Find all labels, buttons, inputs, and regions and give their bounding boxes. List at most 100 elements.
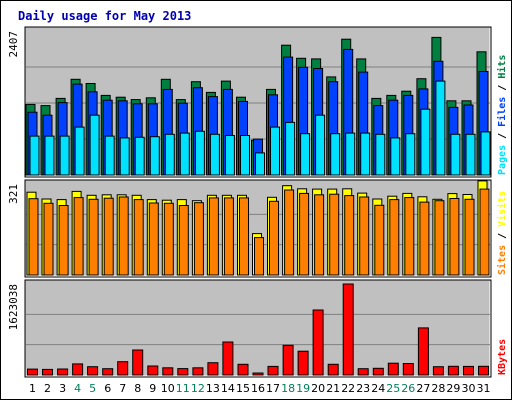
- bar-pages-day-30: [465, 133, 476, 176]
- bar-sites-day-2: [43, 202, 54, 276]
- bar-sites-day-20: [314, 194, 325, 276]
- bar-kbytes-day-23: [357, 368, 369, 376]
- bar-kbytes-day-17: [267, 365, 279, 376]
- panel-visits: 321 Sites / Visits: [7, 179, 508, 278]
- legend-entry: /: [497, 227, 508, 245]
- bar-sites-day-10: [163, 202, 174, 276]
- bar-sites-day-17: [269, 200, 279, 276]
- x-tick-label-12: 12: [191, 382, 205, 395]
- bar-sites-day-6: [103, 197, 114, 276]
- chart-panels: 2407 Pages / Files / Hits 321 Sites / Visit…: [7, 26, 508, 378]
- bar-pages-day-21: [330, 133, 341, 176]
- x-tick-label-14: 14: [221, 382, 235, 395]
- bar-kbytes-day-30: [463, 365, 474, 376]
- legend-entry: Hits: [496, 55, 508, 79]
- bar-kbytes-day-16: [252, 372, 264, 376]
- x-tick-label-2: 2: [44, 382, 51, 395]
- bar-sites-day-22: [344, 195, 355, 276]
- bar-pages-day-10: [164, 133, 175, 176]
- bar-sites-day-28: [434, 200, 445, 276]
- bar-pages-day-27: [420, 108, 431, 176]
- y-max-label: 1623038: [7, 284, 20, 330]
- bar-pages-day-6: [104, 135, 115, 176]
- bar-kbytes-day-10: [162, 367, 174, 376]
- x-tick-label-5: 5: [89, 382, 96, 395]
- bar-kbytes-day-6: [102, 368, 114, 376]
- bar-pages-day-18: [285, 121, 296, 176]
- bar-pages-day-16: [255, 152, 265, 176]
- bar-sites-day-14: [223, 197, 234, 276]
- legend-entry: Sites: [496, 245, 508, 275]
- bar-sites-day-13: [208, 197, 219, 276]
- legend-entry: Files: [496, 97, 508, 127]
- x-tick-label-30: 30: [462, 382, 476, 395]
- x-tick-label-19: 19: [296, 382, 310, 395]
- bar-pages-day-22: [345, 132, 356, 176]
- bar-kbytes-day-15: [237, 363, 249, 376]
- x-tick-label-15: 15: [236, 382, 250, 395]
- bar-sites-day-29: [449, 198, 460, 276]
- bar-kbytes-day-3: [57, 368, 69, 376]
- bar-sites-day-30: [464, 198, 475, 276]
- bar-sites-day-1: [28, 198, 39, 276]
- bar-pages-day-23: [360, 132, 371, 176]
- bar-kbytes-day-9: [147, 365, 159, 376]
- bar-kbytes-day-25: [387, 362, 399, 376]
- bar-pages-day-13: [209, 133, 220, 176]
- bar-sites-day-26: [404, 197, 415, 276]
- bar-sites-day-15: [239, 197, 249, 276]
- bar-pages-day-8: [134, 136, 145, 176]
- bar-kbytes-day-28: [432, 366, 444, 376]
- bar-sites-day-23: [359, 196, 370, 276]
- bar-pages-day-28: [435, 80, 446, 176]
- bar-kbytes-day-22: [342, 283, 354, 376]
- x-tick-label-23: 23: [356, 382, 370, 395]
- bar-pages-day-20: [315, 114, 326, 176]
- bar-pages-day-24: [375, 133, 386, 176]
- legend-entry: Pages: [497, 145, 508, 175]
- bar-sites-day-9: [148, 202, 159, 276]
- bar-pages-day-17: [270, 126, 280, 176]
- panel-hits: 2407 Pages / Files / Hits: [7, 26, 508, 178]
- bar-kbytes-day-7: [117, 361, 129, 376]
- bar-pages-day-12: [194, 130, 205, 176]
- bar-kbytes-day-2: [42, 368, 53, 376]
- bar-pages-day-2: [44, 135, 55, 176]
- bar-kbytes-day-19: [297, 350, 309, 376]
- x-tick-label-9: 9: [149, 382, 156, 395]
- bar-kbytes-day-27: [417, 327, 429, 376]
- bar-pages-day-19: [300, 133, 311, 176]
- panel-kbytes: 1623038 KBytes: [7, 279, 508, 378]
- bar-pages-day-9: [149, 136, 160, 176]
- bar-pages-day-15: [240, 135, 250, 176]
- x-tick-label-25: 25: [386, 382, 400, 395]
- bar-sites-day-5: [88, 198, 99, 276]
- bar-sites-day-3: [58, 205, 69, 276]
- x-tick-label-13: 13: [206, 382, 220, 395]
- bar-sites-day-24: [374, 204, 385, 276]
- x-tick-label-3: 3: [59, 382, 66, 395]
- bar-kbytes-day-4: [72, 363, 84, 376]
- x-tick-label-27: 27: [416, 382, 430, 395]
- legend-entry: /: [497, 127, 508, 145]
- bar-sites-day-16: [254, 237, 264, 276]
- x-tick-label-4: 4: [74, 382, 81, 395]
- bar-pages-day-11: [179, 132, 190, 176]
- bar-sites-day-12: [193, 202, 204, 276]
- bar-pages-day-1: [29, 135, 40, 176]
- x-tick-label-16: 16: [251, 382, 265, 395]
- x-tick-label-8: 8: [134, 382, 141, 395]
- bar-sites-day-25: [389, 199, 400, 276]
- x-tick-label-21: 21: [326, 382, 340, 395]
- bar-pages-day-31: [480, 131, 491, 176]
- bar-sites-day-19: [299, 192, 310, 276]
- right-legend-label: KBytes: [497, 339, 508, 375]
- bar-kbytes-day-18: [282, 344, 294, 376]
- x-tick-label-26: 26: [401, 382, 415, 395]
- bar-kbytes-day-29: [447, 365, 459, 376]
- bar-pages-day-4: [74, 126, 85, 176]
- y-max-label: 321: [7, 184, 20, 204]
- bar-sites-day-11: [178, 205, 189, 276]
